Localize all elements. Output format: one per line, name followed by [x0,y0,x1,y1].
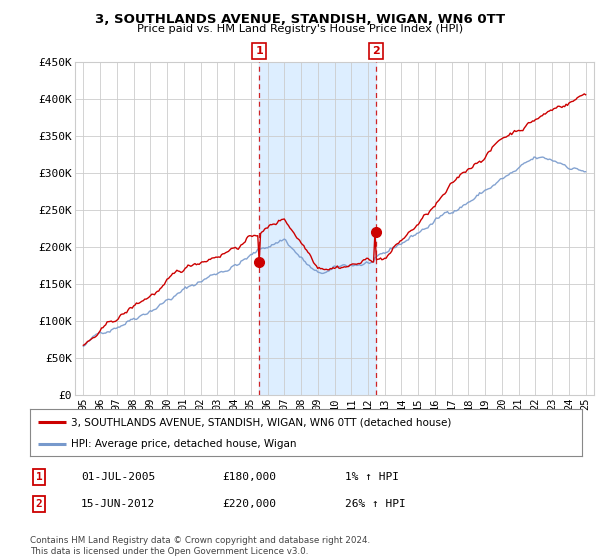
Text: 1: 1 [35,472,43,482]
Text: 01-JUL-2005: 01-JUL-2005 [81,472,155,482]
Text: £220,000: £220,000 [222,499,276,509]
Text: 3, SOUTHLANDS AVENUE, STANDISH, WIGAN, WN6 0TT (detached house): 3, SOUTHLANDS AVENUE, STANDISH, WIGAN, W… [71,417,452,427]
Text: 2: 2 [371,46,379,56]
Text: Contains HM Land Registry data © Crown copyright and database right 2024.
This d: Contains HM Land Registry data © Crown c… [30,536,370,556]
Text: 26% ↑ HPI: 26% ↑ HPI [345,499,406,509]
Text: Price paid vs. HM Land Registry's House Price Index (HPI): Price paid vs. HM Land Registry's House … [137,24,463,34]
Text: £180,000: £180,000 [222,472,276,482]
Text: 1% ↑ HPI: 1% ↑ HPI [345,472,399,482]
Text: HPI: Average price, detached house, Wigan: HPI: Average price, detached house, Wiga… [71,439,297,449]
Text: 1: 1 [255,46,263,56]
Text: 3, SOUTHLANDS AVENUE, STANDISH, WIGAN, WN6 0TT: 3, SOUTHLANDS AVENUE, STANDISH, WIGAN, W… [95,13,505,26]
Bar [259,62,376,395]
Text: 15-JUN-2012: 15-JUN-2012 [81,499,155,509]
Text: 2: 2 [35,499,43,509]
